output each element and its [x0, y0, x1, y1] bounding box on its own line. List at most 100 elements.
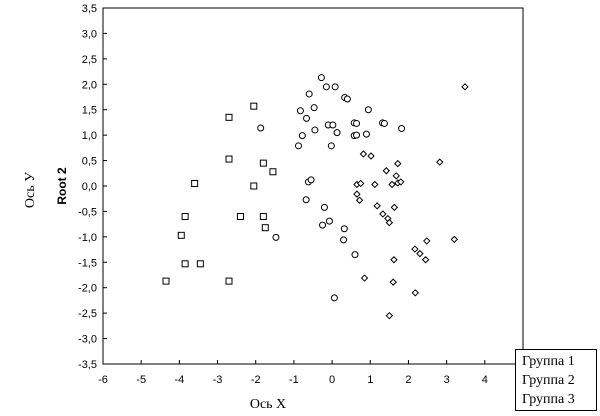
point-group-2	[311, 126, 319, 134]
x-tick-label: -5	[136, 374, 146, 386]
point-group-1	[177, 231, 185, 239]
y-tick-label: 2,5	[82, 54, 97, 66]
point-group-2	[305, 90, 313, 98]
point-group-2	[327, 142, 335, 150]
point-group-3	[411, 289, 420, 297]
x-tick-label: 3	[444, 374, 450, 386]
y-tick-label: -1,5	[78, 257, 97, 269]
point-group-1	[181, 213, 189, 221]
point-group-2	[303, 114, 311, 122]
point-group-1	[225, 155, 233, 163]
y-tick-label: 2,0	[82, 79, 97, 91]
point-group-3	[359, 150, 368, 158]
y-tick-label: -2,0	[78, 283, 97, 295]
y-tick-label: -1,0	[78, 232, 97, 244]
point-group-3	[379, 210, 387, 218]
plot-frame	[102, 7, 524, 365]
point-group-3	[373, 202, 381, 210]
point-group-3	[385, 311, 394, 320]
point-group-1	[181, 260, 189, 268]
x-tick-label: -4	[174, 374, 184, 386]
x-tick-label: 2	[405, 374, 411, 386]
point-group-2	[398, 125, 406, 133]
point-group-2	[322, 83, 330, 91]
x-tick-label: 0	[329, 374, 335, 386]
y-axis-label: Root 2	[55, 167, 69, 205]
point-group-3	[360, 274, 369, 282]
y-tick-label: 3,5	[82, 3, 97, 15]
point-group-3	[390, 203, 399, 212]
point-group-3	[382, 167, 391, 175]
tick-marks	[102, 7, 486, 365]
point-group-1	[269, 168, 277, 176]
point-group-1	[250, 182, 258, 190]
data-points	[162, 74, 469, 320]
x-tick-label: -3	[213, 374, 223, 386]
point-group-1	[236, 213, 244, 221]
point-group-2	[296, 107, 304, 115]
point-group-2	[294, 142, 302, 150]
point-group-1	[162, 277, 170, 285]
point-group-3	[411, 245, 419, 253]
point-group-2	[340, 225, 348, 233]
x-axis-label: Ось X	[250, 397, 286, 412]
point-group-2	[257, 124, 265, 132]
x-tick-label: 1	[367, 374, 373, 386]
point-group-2	[343, 95, 351, 103]
point-group-3	[385, 218, 394, 227]
point-group-3	[355, 196, 364, 204]
point-group-2	[319, 221, 327, 229]
y-tick-label: 0,5	[82, 156, 97, 168]
point-group-2	[330, 294, 338, 302]
point-group-2	[325, 217, 333, 225]
y-axis-caption: Ось У	[23, 172, 38, 208]
point-group-1	[261, 224, 269, 232]
x-tick-label: -2	[251, 374, 261, 386]
point-group-1	[196, 260, 204, 268]
point-group-2	[353, 119, 361, 127]
legend: Группа 1 Группа 2 Группа 3	[515, 349, 597, 411]
y-tick-label: -3,5	[78, 359, 97, 371]
x-tick-labels: -6 -5 -4 -3 -2 -1 0 1 2 3 4	[98, 374, 488, 386]
point-group-2	[298, 132, 306, 140]
point-group-2	[340, 236, 348, 244]
point-group-2	[317, 74, 325, 82]
legend-entry-group-1: Группа 1	[522, 354, 575, 369]
point-group-3	[397, 178, 405, 186]
y-tick-label: 1,0	[82, 130, 97, 142]
point-group-3	[394, 159, 402, 168]
point-group-2	[353, 131, 361, 139]
point-group-1	[225, 277, 233, 285]
y-tick-label: 1,5	[82, 105, 97, 117]
point-group-1	[259, 159, 267, 167]
point-group-2	[333, 129, 341, 137]
point-group-3	[390, 256, 398, 264]
point-group-2	[331, 83, 339, 91]
point-group-2	[272, 233, 280, 241]
legend-entry-group-2: Группа 2	[522, 373, 575, 388]
point-group-2	[302, 196, 310, 204]
point-group-1	[225, 113, 233, 121]
point-group-3	[416, 249, 424, 258]
point-group-2	[380, 119, 388, 127]
y-tick-label: 3,0	[82, 28, 97, 40]
point-group-3	[389, 278, 397, 286]
point-group-3	[423, 237, 431, 245]
x-tick-label: -1	[289, 374, 299, 386]
point-group-3	[353, 190, 361, 198]
x-tick-label: -6	[98, 374, 108, 386]
legend-entry-group-3: Группа 3	[522, 392, 575, 407]
point-group-1	[191, 179, 199, 187]
point-group-2	[351, 251, 359, 259]
y-tick-label: -2,5	[78, 308, 97, 320]
y-tick-labels: 3,5 3,0 2,5 2,0 1,5 1,0 0,5 0,0 -0,5 -1,0 -1,5 -2,0…	[78, 3, 97, 371]
point-group-1	[259, 213, 267, 221]
point-group-3	[421, 256, 430, 264]
point-group-1	[250, 102, 258, 110]
point-group-2	[329, 121, 337, 129]
point-group-3	[392, 172, 400, 180]
point-group-2	[320, 203, 328, 211]
point-group-3	[367, 152, 375, 160]
